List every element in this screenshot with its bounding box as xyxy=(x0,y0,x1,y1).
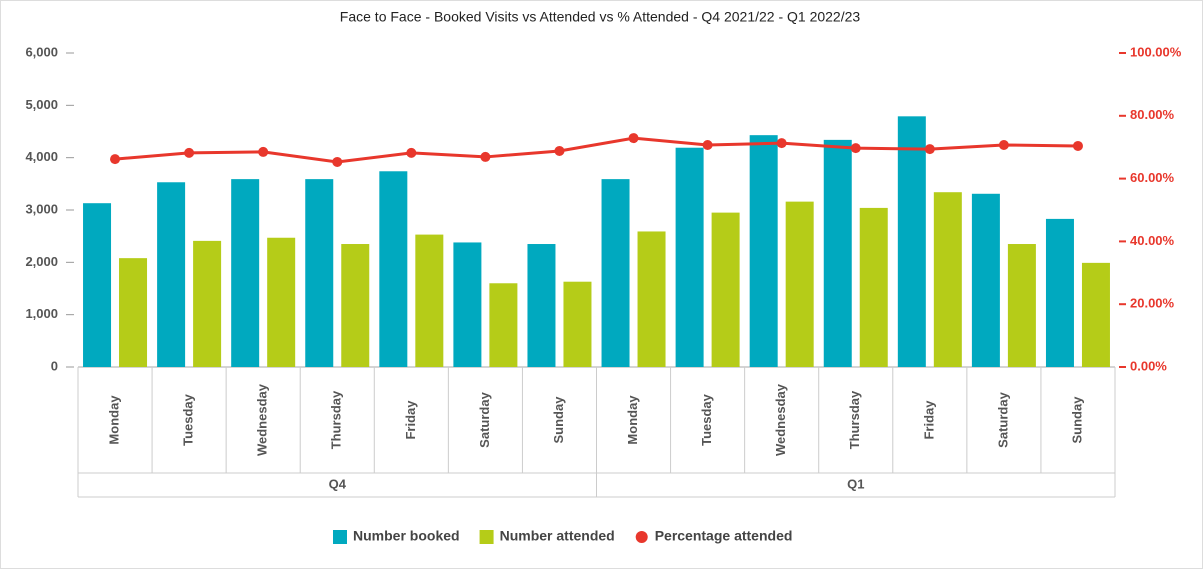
bar xyxy=(601,179,630,367)
chart-title: Face to Face - Booked Visits vs Attended… xyxy=(340,9,861,25)
y2-tick-label: 20.00% xyxy=(1130,296,1175,311)
line-point xyxy=(628,133,639,144)
x-tick-label: Monday xyxy=(625,395,640,445)
y-tick-label: 6,000 xyxy=(25,44,58,59)
bar xyxy=(193,240,222,367)
legend-swatch xyxy=(333,530,347,544)
bar xyxy=(749,135,778,367)
y-tick-label: 1,000 xyxy=(25,306,58,321)
line-point xyxy=(332,156,343,167)
line-point xyxy=(110,154,121,165)
line-point xyxy=(184,147,195,158)
y2-tick-label: 60.00% xyxy=(1130,170,1175,185)
line-point xyxy=(554,145,565,156)
bar xyxy=(1045,218,1074,367)
x-tick-label: Saturday xyxy=(477,391,492,447)
bar xyxy=(1081,262,1110,367)
line-point xyxy=(702,140,713,151)
y-tick-label: 3,000 xyxy=(25,201,58,216)
x-tick-label: Friday xyxy=(921,400,936,440)
y-tick-label: 4,000 xyxy=(25,149,58,164)
bar xyxy=(231,179,260,367)
line-point xyxy=(406,147,417,158)
y2-tick-label: 100.00% xyxy=(1130,44,1182,59)
line-point xyxy=(1072,140,1083,151)
x-tick-label: Sunday xyxy=(1069,396,1084,444)
bar xyxy=(859,207,888,367)
bar xyxy=(415,234,444,367)
bar xyxy=(823,139,852,367)
bar xyxy=(933,192,962,367)
legend-swatch xyxy=(635,531,648,543)
bar xyxy=(267,237,296,367)
line-point xyxy=(924,144,935,155)
bar xyxy=(453,242,482,367)
x-tick-label: Tuesday xyxy=(181,393,196,446)
line-point xyxy=(998,140,1009,151)
x-tick-label: Wednesday xyxy=(773,383,788,456)
line-point xyxy=(258,146,269,157)
bar xyxy=(157,182,186,367)
legend-swatch xyxy=(479,530,494,544)
bar xyxy=(1007,244,1036,367)
group-label: Q1 xyxy=(847,476,864,491)
x-tick-label: Monday xyxy=(106,395,121,445)
legend-label: Number attended xyxy=(500,528,615,544)
x-tick-label: Friday xyxy=(403,400,418,440)
bar xyxy=(379,171,408,367)
bar xyxy=(563,281,592,367)
bar xyxy=(305,179,334,367)
x-tick-label: Tuesday xyxy=(699,393,714,446)
group-label: Q4 xyxy=(329,476,347,491)
y2-tick-label: 40.00% xyxy=(1130,233,1175,248)
bar xyxy=(675,147,704,367)
x-tick-label: Thursday xyxy=(847,390,862,449)
bar xyxy=(341,244,370,367)
line-point xyxy=(776,138,787,149)
bar xyxy=(527,244,556,367)
x-tick-label: Wednesday xyxy=(255,383,270,456)
bar xyxy=(711,212,740,367)
bar xyxy=(785,201,814,367)
bar xyxy=(119,258,148,367)
legend-label: Number booked xyxy=(353,528,460,544)
bar xyxy=(637,231,666,367)
y2-tick-label: 0.00% xyxy=(1130,358,1167,373)
y2-tick-label: 80.00% xyxy=(1130,107,1175,122)
x-tick-label: Sunday xyxy=(551,396,566,444)
y-tick-label: 5,000 xyxy=(25,97,58,112)
legend-label: Percentage attended xyxy=(655,528,793,544)
bar xyxy=(83,203,112,367)
line-point xyxy=(480,151,491,162)
y-tick-label: 0 xyxy=(51,358,58,373)
line-point xyxy=(850,143,861,154)
bar xyxy=(971,193,1000,367)
x-tick-label: Saturday xyxy=(995,391,1010,447)
x-tick-label: Thursday xyxy=(329,390,344,449)
line xyxy=(114,136,1078,164)
y-tick-label: 2,000 xyxy=(25,254,58,269)
bar xyxy=(897,116,926,367)
bar xyxy=(489,283,518,367)
